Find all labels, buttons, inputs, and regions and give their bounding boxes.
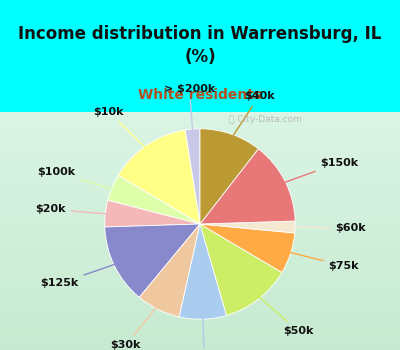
Text: White residents: White residents bbox=[138, 88, 262, 102]
Text: ⓘ City-Data.com: ⓘ City-Data.com bbox=[228, 114, 302, 124]
Text: $150k: $150k bbox=[277, 158, 358, 185]
Text: $30k: $30k bbox=[110, 301, 161, 350]
Text: Income distribution in Warrensburg, IL
(%): Income distribution in Warrensburg, IL (… bbox=[18, 26, 382, 65]
Text: $100k: $100k bbox=[37, 167, 120, 191]
Wedge shape bbox=[179, 224, 226, 319]
Wedge shape bbox=[139, 224, 200, 317]
Wedge shape bbox=[200, 221, 295, 233]
Text: $200k: $200k bbox=[185, 310, 223, 350]
Text: $20k: $20k bbox=[35, 204, 114, 215]
Text: $75k: $75k bbox=[282, 251, 359, 271]
Text: $40k: $40k bbox=[229, 91, 274, 142]
Text: > $200k: > $200k bbox=[164, 84, 215, 138]
Wedge shape bbox=[118, 130, 200, 224]
Text: $10k: $10k bbox=[94, 107, 151, 153]
Wedge shape bbox=[105, 224, 200, 298]
Wedge shape bbox=[200, 224, 295, 272]
Wedge shape bbox=[185, 129, 200, 224]
Text: $125k: $125k bbox=[40, 262, 122, 288]
Text: $60k: $60k bbox=[286, 223, 366, 233]
Wedge shape bbox=[105, 200, 200, 227]
Wedge shape bbox=[200, 224, 282, 315]
Wedge shape bbox=[108, 176, 200, 224]
Wedge shape bbox=[200, 129, 258, 224]
Text: $50k: $50k bbox=[254, 292, 313, 336]
Wedge shape bbox=[200, 149, 295, 224]
